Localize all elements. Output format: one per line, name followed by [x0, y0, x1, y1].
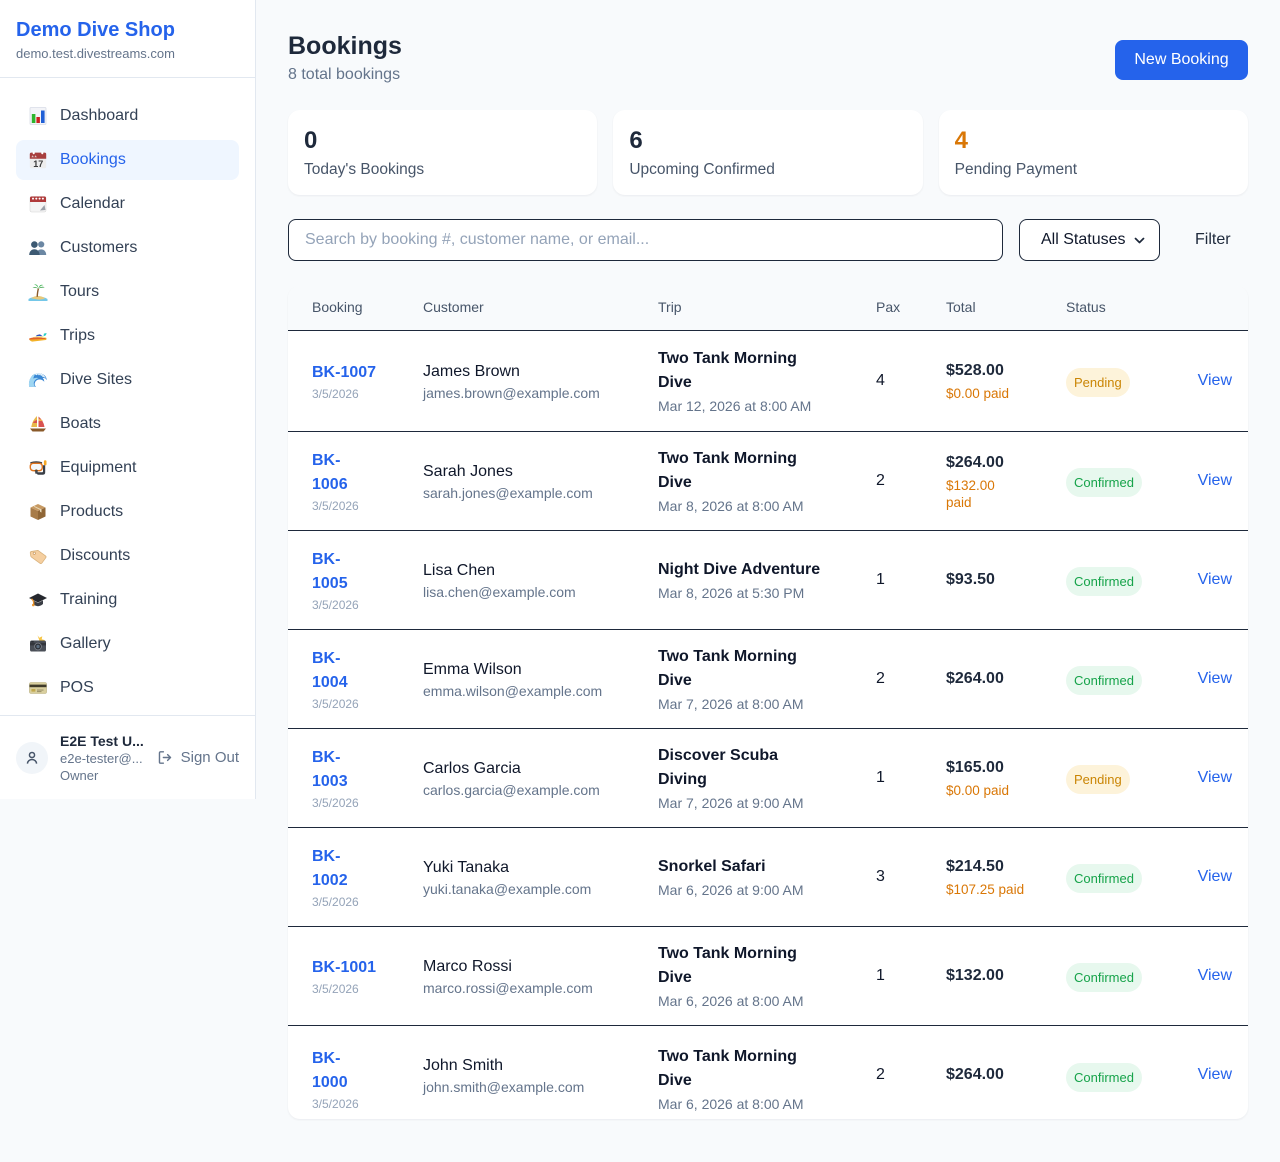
svg-text:17: 17: [33, 159, 43, 169]
